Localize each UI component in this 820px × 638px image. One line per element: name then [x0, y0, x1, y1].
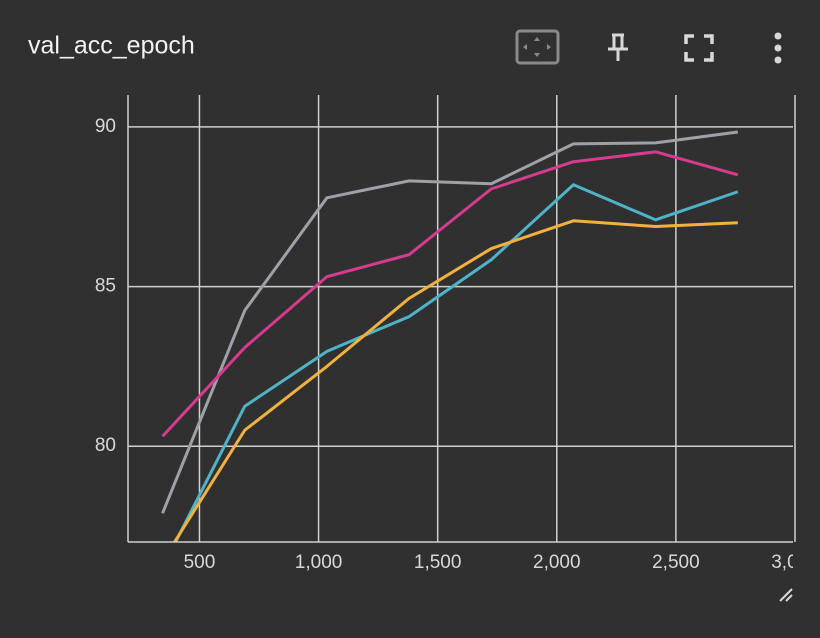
x-tick-label: 500: [184, 552, 216, 573]
resize-handle[interactable]: [779, 588, 793, 602]
plot-area: [161, 130, 739, 542]
x-tick-label: 3,000: [771, 552, 819, 573]
y-tick-label: 90: [95, 116, 116, 137]
series-line: [173, 183, 739, 542]
series-line: [161, 130, 739, 514]
pin-icon[interactable]: [608, 33, 628, 61]
series-line: [161, 150, 739, 438]
x-tick-label: 2,000: [533, 552, 581, 573]
y-tick-label: 85: [95, 276, 116, 297]
grid: [128, 95, 796, 542]
x-tick-label: 1,500: [414, 552, 462, 573]
x-tick-label: 1,000: [295, 552, 343, 573]
x-tick-label: 2,500: [652, 552, 700, 573]
fit-icon[interactable]: [515, 29, 560, 65]
fullscreen-icon[interactable]: [684, 34, 714, 62]
tick-labels: 80 85 90 500 1,000 1,500 2,000 2,500 3,000: [95, 116, 819, 573]
series-line: [172, 219, 738, 542]
menu-icon[interactable]: [774, 32, 782, 64]
chart-title: val_acc_epoch: [28, 32, 195, 60]
y-tick-label: 80: [95, 435, 116, 456]
